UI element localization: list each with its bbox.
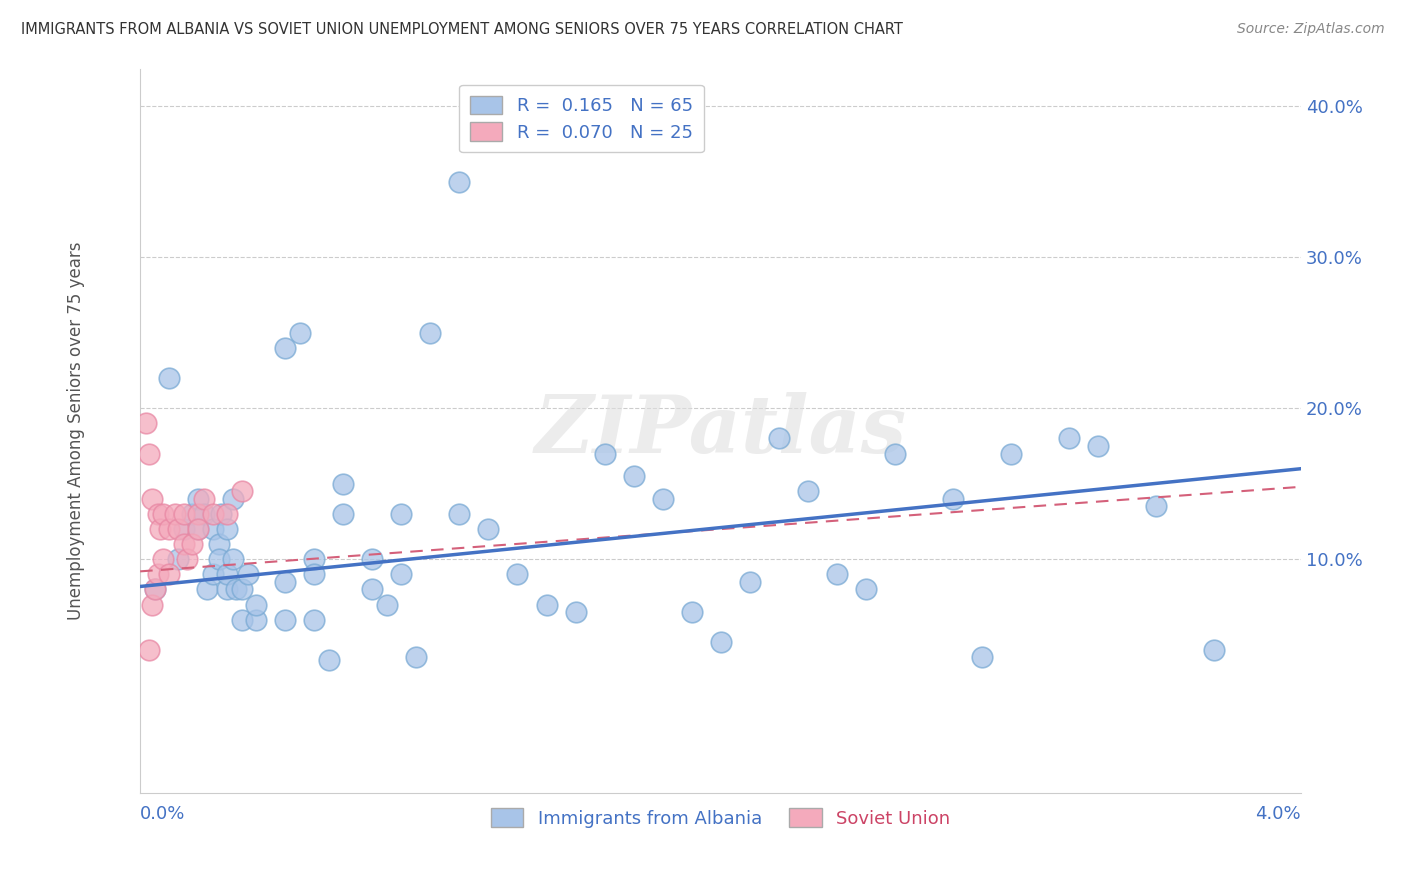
Point	[304, 567, 326, 582]
Point	[167, 522, 190, 536]
Point	[796, 484, 818, 499]
Point	[564, 605, 586, 619]
Point	[375, 598, 398, 612]
Point	[176, 552, 198, 566]
Point	[207, 537, 229, 551]
Text: ZIPatlas: ZIPatlas	[534, 392, 907, 470]
Point	[167, 552, 190, 566]
Point	[157, 522, 180, 536]
Point	[146, 567, 169, 582]
Point	[209, 507, 232, 521]
Point	[477, 522, 499, 536]
Point	[231, 484, 253, 499]
Point	[193, 491, 215, 506]
Point	[181, 507, 204, 521]
Point	[149, 522, 172, 536]
Point	[138, 447, 160, 461]
Point	[222, 491, 245, 506]
Point	[138, 643, 160, 657]
Point	[825, 567, 848, 582]
Point	[304, 613, 326, 627]
Point	[970, 650, 993, 665]
Text: 4.0%: 4.0%	[1256, 805, 1301, 823]
Point	[222, 552, 245, 566]
Point	[143, 582, 166, 597]
Point	[207, 552, 229, 566]
Point	[304, 552, 326, 566]
Point	[245, 598, 267, 612]
Point	[332, 476, 354, 491]
Point	[1144, 500, 1167, 514]
Text: IMMIGRANTS FROM ALBANIA VS SOVIET UNION UNEMPLOYMENT AMONG SENIORS OVER 75 YEARS: IMMIGRANTS FROM ALBANIA VS SOVIET UNION …	[21, 22, 903, 37]
Point	[449, 507, 471, 521]
Point	[187, 507, 209, 521]
Point	[389, 567, 412, 582]
Point	[231, 613, 253, 627]
Point	[141, 491, 163, 506]
Point	[593, 447, 616, 461]
Point	[274, 341, 297, 355]
Point	[195, 582, 218, 597]
Point	[506, 567, 529, 582]
Point	[389, 507, 412, 521]
Point	[193, 507, 215, 521]
Point	[318, 653, 340, 667]
Point	[245, 613, 267, 627]
Point	[187, 522, 209, 536]
Point	[173, 522, 195, 536]
Point	[1087, 439, 1109, 453]
Point	[173, 537, 195, 551]
Point	[225, 582, 247, 597]
Point	[135, 417, 157, 431]
Point	[146, 507, 169, 521]
Point	[157, 567, 180, 582]
Point	[152, 507, 174, 521]
Point	[710, 635, 733, 649]
Point	[217, 582, 239, 597]
Point	[173, 507, 195, 521]
Point	[1202, 643, 1225, 657]
Point	[449, 175, 471, 189]
Point	[536, 598, 558, 612]
Point	[152, 552, 174, 566]
Point	[274, 613, 297, 627]
Point	[405, 650, 427, 665]
Point	[217, 522, 239, 536]
Point	[361, 582, 384, 597]
Point	[855, 582, 877, 597]
Point	[231, 582, 253, 597]
Point	[288, 326, 311, 340]
Point	[187, 491, 209, 506]
Point	[181, 537, 204, 551]
Point	[141, 598, 163, 612]
Point	[201, 507, 224, 521]
Point	[143, 582, 166, 597]
Point	[157, 371, 180, 385]
Point	[163, 507, 186, 521]
Point	[942, 491, 965, 506]
Point	[623, 469, 645, 483]
Point	[361, 552, 384, 566]
Point	[217, 507, 239, 521]
Point	[187, 522, 209, 536]
Point	[201, 567, 224, 582]
Point	[651, 491, 673, 506]
Text: Unemployment Among Seniors over 75 years: Unemployment Among Seniors over 75 years	[67, 242, 86, 620]
Text: 0.0%: 0.0%	[141, 805, 186, 823]
Legend: Immigrants from Albania, Soviet Union: Immigrants from Albania, Soviet Union	[484, 801, 957, 835]
Point	[768, 432, 790, 446]
Point	[201, 522, 224, 536]
Point	[274, 574, 297, 589]
Point	[332, 507, 354, 521]
Point	[419, 326, 441, 340]
Point	[681, 605, 703, 619]
Point	[883, 447, 905, 461]
Point	[217, 567, 239, 582]
Point	[1057, 432, 1080, 446]
Point	[1000, 447, 1022, 461]
Point	[236, 567, 259, 582]
Text: Source: ZipAtlas.com: Source: ZipAtlas.com	[1237, 22, 1385, 37]
Point	[738, 574, 761, 589]
